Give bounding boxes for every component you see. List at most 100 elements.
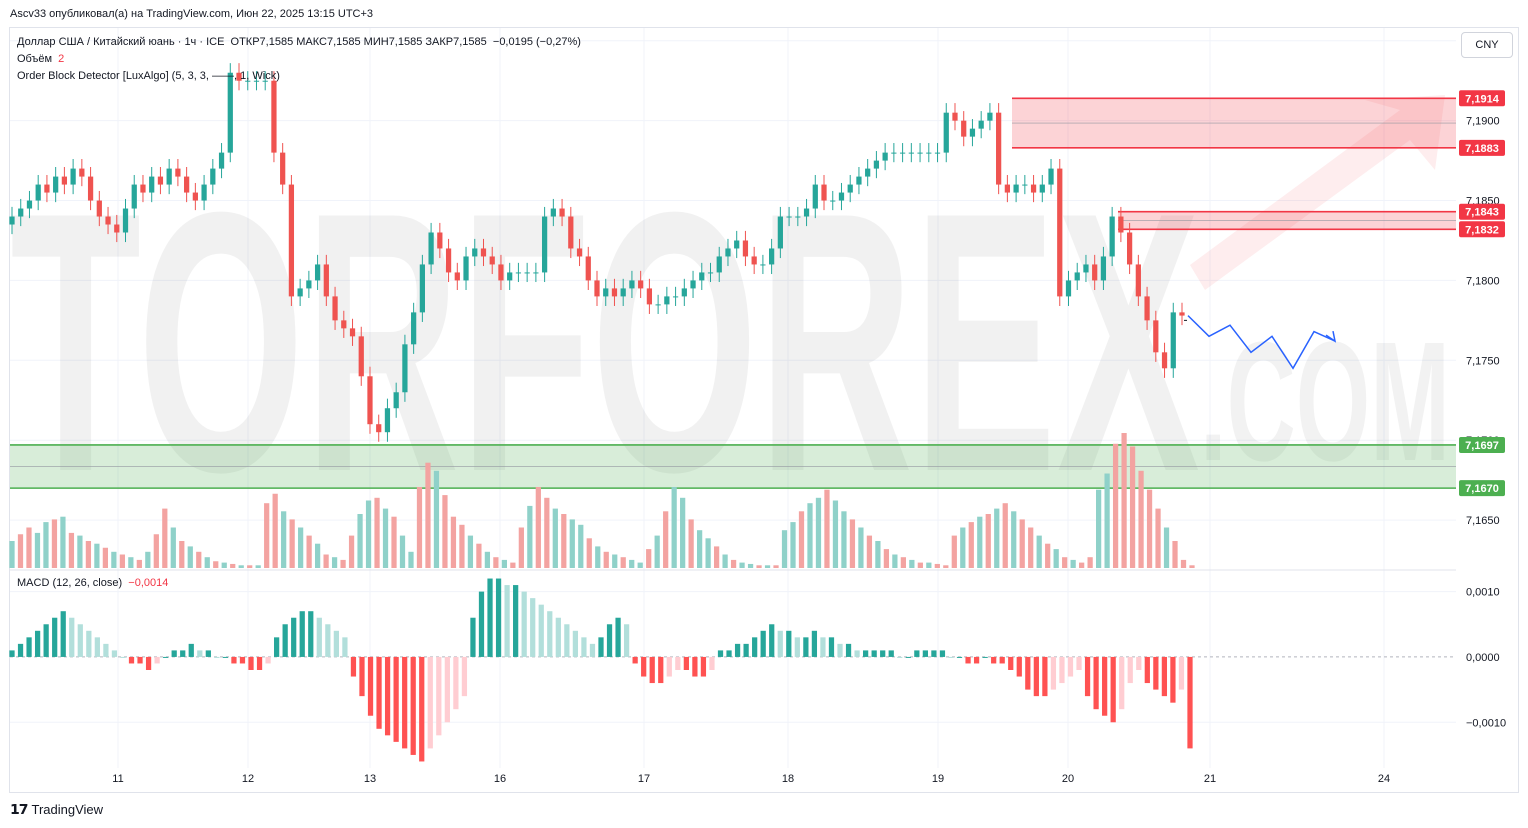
volume-bar — [620, 557, 626, 568]
candle-body — [952, 112, 958, 121]
volume-bar — [255, 565, 261, 568]
volume-bar — [145, 551, 151, 568]
candle-body — [655, 304, 661, 306]
macd-bar — [1127, 656, 1133, 684]
tradingview-logo[interactable]: 𝟭𝟳 TradingView — [10, 801, 103, 818]
candle-body — [1100, 256, 1107, 281]
macd-bar — [342, 637, 348, 657]
macd-bar — [145, 656, 152, 670]
macd-bar — [1144, 656, 1150, 684]
candle-body — [1109, 216, 1115, 257]
volume-bar — [391, 516, 397, 568]
volume-bar — [578, 524, 584, 568]
candle-body — [533, 272, 539, 274]
macd-bar — [991, 656, 997, 664]
macd-bar — [530, 598, 536, 657]
macd-bar — [743, 643, 749, 657]
price-tag-label: 7,1832 — [1465, 224, 1499, 236]
macd-bar — [931, 650, 937, 657]
macd-bar — [734, 643, 741, 657]
volume-bar — [94, 543, 100, 568]
candle-body — [480, 248, 487, 257]
candle-body — [192, 192, 198, 201]
candle-body — [184, 176, 190, 193]
macd-bar — [248, 656, 254, 670]
macd-bar — [1136, 656, 1142, 670]
volume-bar — [272, 493, 278, 568]
symbol-legend: Доллар США / Китайский юань · 1ч · ICE О… — [17, 36, 581, 48]
candle-body — [210, 168, 216, 185]
currency-button[interactable]: CNY — [1461, 32, 1513, 58]
macd-bar — [231, 656, 237, 664]
macd-bar — [137, 656, 143, 664]
macd-bar — [1042, 656, 1048, 697]
grid-lines — [10, 28, 1456, 768]
volume-legend[interactable]: Объём 2 — [17, 53, 64, 65]
macd-bar — [103, 643, 109, 657]
volume-bar — [629, 559, 635, 568]
macd-value: −0,0014 — [128, 577, 169, 589]
watermark-text: TORFOREX — [10, 136, 1201, 549]
volume-bar — [1104, 473, 1110, 568]
macd-bar — [444, 656, 450, 723]
indicator-legend[interactable]: Order Block Detector [LuxAlgo] (5, 3, 3,… — [17, 70, 280, 82]
volume-bar — [841, 511, 847, 568]
macd-bar — [94, 637, 100, 657]
volume-bar — [900, 557, 906, 568]
macd-bar — [86, 630, 92, 657]
candle-body — [1039, 184, 1045, 193]
macd-bar — [828, 637, 835, 657]
volume-bar — [442, 495, 448, 568]
macd-bar — [291, 617, 297, 657]
volume-bar — [128, 557, 134, 568]
volume-bar — [1045, 543, 1051, 568]
macd-bar — [299, 611, 305, 657]
candle-body — [585, 256, 591, 281]
macd-bar — [427, 656, 433, 749]
candle-body — [882, 152, 888, 161]
volume-bar — [323, 554, 329, 568]
macd-bar — [1050, 656, 1057, 690]
macd-bar — [69, 617, 75, 657]
candle-body — [297, 288, 303, 297]
candle-body — [996, 112, 1002, 185]
y-tick-label: 7,1800 — [1466, 275, 1500, 287]
volume-bar — [790, 522, 796, 568]
candle-body — [306, 280, 312, 289]
x-tick-label: 19 — [932, 773, 944, 785]
macd-bar — [538, 604, 544, 657]
volume-bar — [917, 562, 923, 568]
volume-bar — [119, 554, 125, 568]
macd-bar — [384, 656, 391, 736]
macd-bar — [521, 591, 527, 657]
macd-bar — [547, 611, 553, 657]
volume-bar — [1112, 443, 1119, 568]
watermark-arrow-icon — [1190, 95, 1445, 290]
candle-body — [428, 232, 434, 265]
candle-body — [821, 184, 827, 201]
price-change: −0,0195 (−0,27%) — [492, 36, 581, 48]
candle-body — [943, 112, 949, 153]
volume-bar — [433, 470, 440, 568]
candle-body — [1170, 312, 1176, 369]
volume-bar — [730, 559, 737, 568]
candle-body — [288, 184, 295, 297]
volume-bar — [111, 551, 117, 568]
volume-bar — [1019, 519, 1025, 568]
volume-bar — [926, 562, 932, 568]
volume-bar — [1146, 489, 1153, 568]
volume-bar — [26, 527, 32, 568]
macd-bar — [948, 656, 954, 658]
macd-bar — [1067, 656, 1074, 677]
candle-body — [332, 296, 338, 321]
macd-bar — [222, 656, 229, 658]
candle-body — [314, 264, 321, 281]
volume-bar — [510, 562, 516, 568]
macd-bar — [769, 624, 775, 657]
macd-legend[interactable]: MACD (12, 26, close) −0,0014 — [17, 577, 168, 589]
candle-body — [620, 288, 626, 297]
candle-body — [253, 80, 260, 82]
volume-bar — [153, 534, 159, 568]
volume-bar — [595, 546, 601, 568]
